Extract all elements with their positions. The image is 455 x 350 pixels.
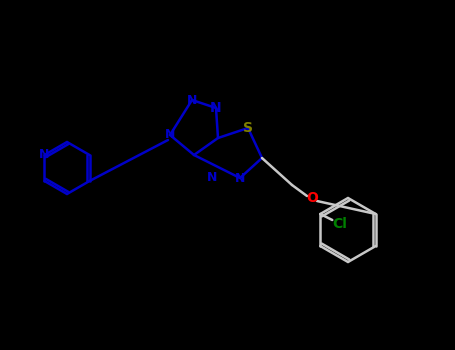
Text: N: N [165, 128, 175, 141]
Text: S: S [243, 121, 253, 135]
Text: N: N [207, 171, 217, 184]
Text: O: O [306, 191, 318, 205]
Text: N: N [235, 172, 245, 184]
Text: N: N [210, 101, 222, 115]
Text: Cl: Cl [332, 217, 347, 231]
Text: N: N [39, 148, 50, 161]
Text: N: N [187, 93, 197, 106]
